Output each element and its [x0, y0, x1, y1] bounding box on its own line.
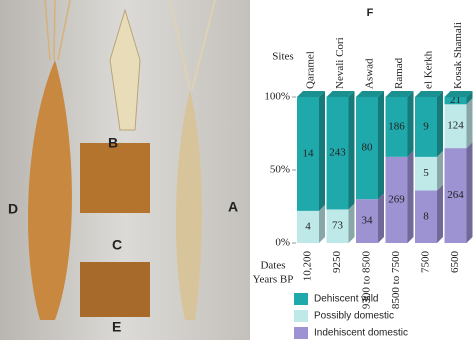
panel-label: D	[8, 201, 18, 217]
bar-segment	[297, 210, 319, 243]
y-tick-label: 100%	[264, 91, 290, 103]
bar-segment	[415, 190, 437, 243]
bar-side	[466, 142, 473, 243]
data-label: 186	[388, 120, 405, 132]
legend-swatch	[294, 293, 308, 305]
panel-label: B	[108, 135, 118, 151]
x-tick-label: el Kerkh	[423, 50, 435, 89]
y-tick-label: 0%	[275, 237, 290, 249]
legend-label: Dehiscent wild	[314, 294, 378, 305]
bar-side	[348, 203, 355, 243]
data-label: 21	[450, 94, 461, 106]
date-label: 6500	[449, 251, 461, 274]
legend-swatch	[294, 327, 308, 339]
bar-side	[319, 91, 325, 211]
x-tick-label: Aswad	[364, 58, 376, 89]
x-tick-label: Ramad	[393, 57, 405, 89]
x-tick-label: Kosak Shamali	[452, 22, 464, 89]
bar-side	[378, 91, 384, 200]
bar-segment	[444, 148, 467, 243]
legend-label: Indehiscent domestic	[314, 328, 408, 339]
x-tick-label: Qaramel	[305, 51, 317, 89]
data-label: 264	[447, 189, 464, 201]
date-label: 9250	[331, 251, 343, 274]
data-label: 124	[447, 120, 464, 132]
bar-segment	[444, 97, 467, 105]
bar-top	[297, 91, 325, 97]
data-label: 34	[362, 215, 374, 227]
data-label: 243	[329, 147, 346, 159]
bar-segment	[385, 97, 408, 157]
data-label: 269	[388, 193, 405, 205]
data-label: 4	[305, 220, 311, 232]
bar-segment	[326, 97, 349, 210]
bar-side	[437, 184, 443, 243]
bar-top	[385, 91, 414, 97]
panel-label: A	[228, 199, 238, 215]
bar-top	[356, 91, 384, 97]
date-label: 7500	[420, 251, 432, 274]
x-tick-label: Nevali Cori	[334, 37, 346, 89]
bar-segment	[385, 156, 408, 243]
category-axis-label: Sites	[272, 51, 293, 63]
legend: Dehiscent wild Possibly domestic Indehisce…	[294, 293, 408, 339]
bar-side	[437, 91, 443, 157]
data-label: 73	[332, 220, 344, 232]
bar-side	[466, 91, 473, 105]
bar-segment	[415, 97, 437, 157]
bar-segment	[444, 104, 467, 149]
data-label: 5	[423, 167, 429, 179]
bar-side	[466, 98, 473, 149]
bar-segment	[326, 209, 349, 243]
legend-swatch	[294, 310, 308, 322]
bar-top	[326, 91, 355, 97]
y-tick-label: 50%	[270, 164, 290, 176]
bar-top	[444, 91, 473, 97]
bar-segment	[297, 97, 319, 211]
panel-label: E	[112, 319, 121, 335]
photo	[0, 0, 250, 340]
bar-side	[319, 204, 325, 243]
data-label: 80	[362, 142, 374, 154]
bar-side	[407, 150, 414, 243]
bar-side	[378, 193, 384, 243]
bar-side	[437, 150, 443, 191]
date-axis-label: Dates	[260, 260, 285, 272]
chart-title: F	[367, 7, 374, 19]
legend-label: Possibly domestic	[314, 311, 394, 322]
bar-side	[348, 91, 355, 210]
date-label: 10,200	[302, 251, 314, 282]
plot: 0% 50% 100% Qaramel 10,200 4 14 Nevali Cori 9250…	[264, 22, 473, 310]
bar-side	[407, 91, 414, 157]
bar-segment	[356, 199, 378, 243]
data-label: 8	[423, 210, 429, 222]
date-label: 8500 to 7500	[390, 251, 402, 310]
data-label: 9	[423, 120, 429, 132]
date-label: 9300 to 8500	[361, 251, 373, 310]
panel-label: C	[112, 237, 122, 253]
bar-segment	[415, 156, 437, 191]
bar-top	[415, 91, 443, 97]
data-label: 14	[303, 147, 315, 159]
date-axis-label: Years BP	[253, 274, 294, 286]
bar-segment	[356, 97, 378, 200]
